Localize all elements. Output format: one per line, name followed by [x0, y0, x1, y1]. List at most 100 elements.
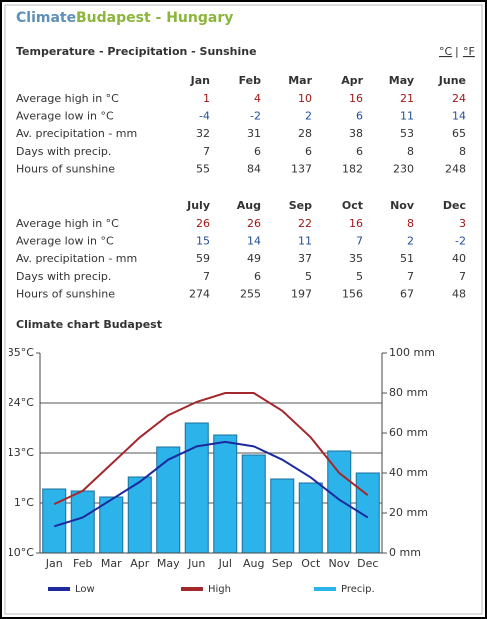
y2-tick-label: 0 mm — [389, 546, 421, 559]
cell: 67 — [400, 287, 414, 300]
cell: 35 — [349, 252, 363, 265]
cell: 7 — [203, 270, 210, 283]
cell: 2 — [305, 110, 312, 123]
y-tick-label: -10°C — [3, 546, 34, 559]
bar — [270, 478, 295, 554]
y-tick-label: 1°C — [14, 496, 34, 509]
cell: 4 — [254, 92, 261, 105]
y2-tick-label: 100 mm — [389, 346, 435, 359]
cell: 26 — [196, 217, 210, 230]
bar — [213, 434, 238, 554]
cell: -2 — [455, 235, 466, 248]
x-tick-label: Apr — [130, 557, 150, 570]
cell: 5 — [356, 270, 363, 283]
cell: 5 — [305, 270, 312, 283]
legend-label: Low — [75, 584, 95, 595]
cell: 28 — [298, 127, 312, 140]
unit-c[interactable]: °C — [439, 45, 453, 58]
month-header: Nov — [390, 199, 415, 212]
cell: 230 — [393, 162, 414, 175]
row-label: Hours of sunshine — [16, 287, 115, 300]
y2-tick-label: 20 mm — [389, 506, 428, 519]
legend-label: Precip. — [341, 584, 375, 595]
cell: 11 — [298, 235, 312, 248]
bar — [184, 422, 209, 554]
month-header: Aug — [237, 199, 261, 212]
cell: 15 — [196, 235, 210, 248]
row-label: Hours of sunshine — [16, 162, 115, 175]
cell: 65 — [452, 127, 466, 140]
y2-tick-label: 80 mm — [389, 386, 428, 399]
x-tick-label: Jan — [45, 557, 63, 570]
cell: 40 — [452, 252, 466, 265]
cell: 8 — [407, 145, 414, 158]
cell: 6 — [305, 145, 312, 158]
cell: 6 — [356, 145, 363, 158]
cell: 14 — [452, 110, 466, 123]
x-tick-label: Mar — [101, 557, 122, 570]
bar — [156, 446, 181, 554]
legend-swatch — [314, 587, 336, 591]
row-label: Average low in °C — [16, 110, 114, 123]
cell: 24 — [452, 92, 466, 105]
row-label: Days with precip. — [16, 145, 111, 158]
bar — [241, 454, 266, 554]
cell: 11 — [400, 110, 414, 123]
month-header: Sep — [289, 199, 312, 212]
cell: -4 — [199, 110, 210, 123]
cell: 6 — [254, 270, 261, 283]
cell: 38 — [349, 127, 363, 140]
month-header: Oct — [342, 199, 363, 212]
bar — [70, 490, 95, 554]
cell: 156 — [342, 287, 363, 300]
bar — [298, 482, 323, 554]
x-tick-label: Nov — [329, 557, 351, 570]
cell: 14 — [247, 235, 261, 248]
cell: 197 — [291, 287, 312, 300]
title-2: Budapest - Hungary — [76, 10, 233, 26]
title-1: Climate — [16, 10, 76, 26]
cell: 182 — [342, 162, 363, 175]
x-tick-label: Jun — [187, 557, 205, 570]
x-tick-label: Aug — [243, 557, 264, 570]
cell: 53 — [400, 127, 414, 140]
cell: 137 — [291, 162, 312, 175]
cell: 49 — [247, 252, 261, 265]
row-label: Average high in °C — [16, 217, 119, 230]
left-axis-labels: -10°C 1°C 13°C 24°C 35°C — [3, 346, 34, 559]
row-label: Av. precipitation - mm — [16, 127, 137, 140]
x-tick-label: Oct — [301, 557, 321, 570]
legend-label: High — [208, 584, 231, 595]
cell: 6 — [356, 110, 363, 123]
cell: 32 — [196, 127, 210, 140]
y2-tick-label: 60 mm — [389, 426, 428, 439]
cell: 274 — [189, 287, 210, 300]
unit-f[interactable]: °F — [463, 45, 475, 58]
bar — [127, 476, 152, 554]
line — [53, 392, 369, 506]
row-label: Av. precipitation - mm — [16, 252, 137, 265]
cell: 26 — [247, 217, 261, 230]
legend-swatch — [48, 587, 70, 591]
line — [53, 440, 369, 528]
cell: 22 — [298, 217, 312, 230]
cell: 7 — [407, 270, 414, 283]
month-header: Feb — [239, 74, 262, 87]
month-header: Apr — [341, 74, 363, 87]
row-label: Average low in °C — [16, 235, 114, 248]
cell: 7 — [203, 145, 210, 158]
x-tick-label: Jul — [218, 557, 232, 570]
chart-title: Climate chart Budapest — [16, 318, 162, 331]
cell: 8 — [459, 145, 466, 158]
cell: 2 — [407, 235, 414, 248]
month-header: Dec — [443, 199, 466, 212]
cell: 3 — [459, 217, 466, 230]
y-tick-label: 35°C — [7, 346, 34, 359]
cell: -2 — [250, 110, 261, 123]
bar — [42, 488, 67, 554]
bar — [327, 450, 352, 554]
cell: 48 — [452, 287, 466, 300]
cell: 7 — [356, 235, 363, 248]
cell: 6 — [254, 145, 261, 158]
cell: 55 — [196, 162, 210, 175]
